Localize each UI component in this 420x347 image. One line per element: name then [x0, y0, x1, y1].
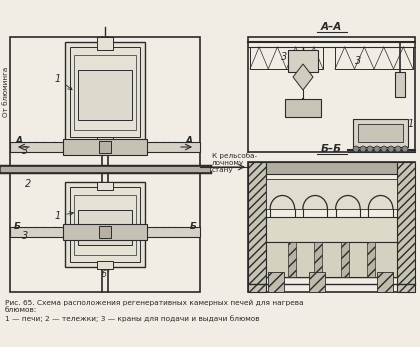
Bar [335, 47, 413, 69]
Circle shape [353, 146, 359, 152]
Circle shape [360, 146, 366, 152]
Circle shape [381, 146, 387, 152]
Bar [63, 224, 147, 240]
Bar [341, 242, 349, 277]
Bar [0, 166, 210, 172]
Bar [78, 70, 132, 120]
Text: 1: 1 [55, 74, 72, 90]
Bar [268, 272, 284, 292]
Text: Б: Б [190, 222, 197, 231]
Bar [65, 182, 145, 267]
Bar [10, 227, 65, 237]
Circle shape [367, 146, 373, 152]
Bar [97, 37, 113, 50]
Text: блюмов:: блюмов: [5, 307, 37, 313]
Text: 3: 3 [281, 52, 287, 62]
Bar [250, 47, 323, 69]
Bar [63, 139, 147, 155]
Text: Рис. 65. Схема расположения регенеративных камерных печей для нагрева: Рис. 65. Схема расположения регенеративн… [5, 299, 304, 305]
Bar [97, 261, 113, 269]
Text: б: б [102, 270, 107, 279]
Bar [97, 182, 113, 190]
Polygon shape [293, 64, 313, 90]
Bar [248, 37, 415, 152]
Bar [10, 142, 65, 152]
Bar [309, 272, 325, 292]
Bar [78, 210, 132, 245]
Text: А: А [16, 136, 23, 145]
Bar [97, 137, 113, 147]
Bar [377, 272, 393, 292]
Text: 1 — печи; 2 — тележки; 3 — краны для подачи и выдачи блюмов: 1 — печи; 2 — тележки; 3 — краны для под… [5, 315, 260, 322]
Bar [288, 50, 318, 72]
Bar [353, 119, 408, 147]
Text: А–А: А–А [321, 22, 342, 32]
Bar [10, 37, 200, 292]
Bar [74, 55, 136, 130]
Bar [70, 187, 140, 262]
Bar [145, 227, 200, 237]
Text: Б–Б: Б–Б [321, 144, 342, 154]
Bar [248, 162, 266, 292]
Bar [266, 162, 397, 174]
Bar [99, 141, 111, 153]
Bar [367, 242, 375, 277]
Text: А: А [186, 136, 193, 145]
Bar [65, 42, 145, 142]
Bar [74, 195, 136, 255]
Circle shape [395, 146, 401, 152]
Bar [99, 226, 111, 238]
Circle shape [388, 146, 394, 152]
Bar [358, 124, 403, 142]
Bar [288, 242, 296, 277]
Bar [266, 242, 397, 277]
Bar [266, 217, 397, 242]
Text: 2: 2 [25, 179, 31, 189]
Bar [397, 162, 415, 292]
Text: 1: 1 [408, 119, 414, 129]
Text: 1: 1 [55, 211, 74, 221]
Bar [395, 72, 405, 97]
Text: 3: 3 [22, 146, 28, 156]
Bar [145, 142, 200, 152]
Bar [248, 162, 415, 292]
Text: 3: 3 [355, 56, 361, 66]
Text: Б: Б [14, 222, 21, 231]
Text: 3: 3 [22, 231, 28, 241]
Circle shape [402, 146, 408, 152]
Bar [70, 47, 140, 137]
Bar [285, 99, 321, 117]
Text: К рельсоба-
лочному
стану: К рельсоба- лочному стану [212, 152, 257, 173]
Bar [315, 242, 323, 277]
Bar [266, 179, 397, 209]
Text: От блюминга: От блюминга [3, 67, 9, 117]
Circle shape [374, 146, 380, 152]
